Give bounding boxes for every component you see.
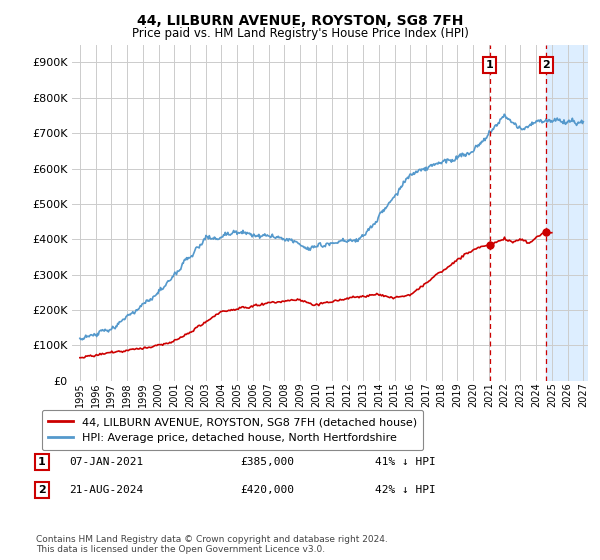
Text: Price paid vs. HM Land Registry's House Price Index (HPI): Price paid vs. HM Land Registry's House … <box>131 27 469 40</box>
Text: £385,000: £385,000 <box>240 457 294 467</box>
Text: 07-JAN-2021: 07-JAN-2021 <box>69 457 143 467</box>
Text: Contains HM Land Registry data © Crown copyright and database right 2024.
This d: Contains HM Land Registry data © Crown c… <box>36 535 388 554</box>
Bar <box>547 45 591 381</box>
Text: 42% ↓ HPI: 42% ↓ HPI <box>375 485 436 495</box>
Text: 1: 1 <box>486 60 494 70</box>
Text: 21-AUG-2024: 21-AUG-2024 <box>69 485 143 495</box>
Text: 2: 2 <box>542 60 550 70</box>
Text: 44, LILBURN AVENUE, ROYSTON, SG8 7FH: 44, LILBURN AVENUE, ROYSTON, SG8 7FH <box>137 14 463 28</box>
Legend: 44, LILBURN AVENUE, ROYSTON, SG8 7FH (detached house), HPI: Average price, detac: 44, LILBURN AVENUE, ROYSTON, SG8 7FH (de… <box>41 409 424 450</box>
Text: 2: 2 <box>38 485 46 495</box>
Text: £420,000: £420,000 <box>240 485 294 495</box>
Text: 41% ↓ HPI: 41% ↓ HPI <box>375 457 436 467</box>
Text: 1: 1 <box>38 457 46 467</box>
